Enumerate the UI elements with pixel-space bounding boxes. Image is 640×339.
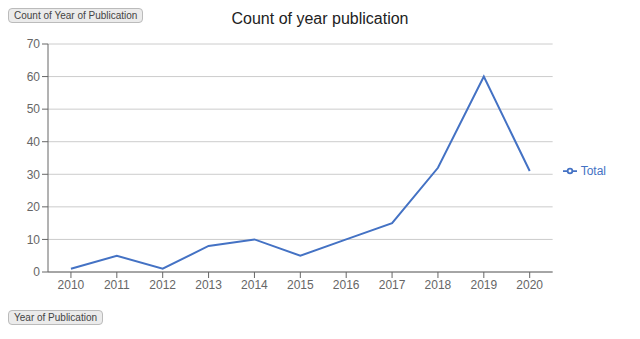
svg-text:0: 0: [33, 265, 40, 279]
svg-text:2016: 2016: [333, 278, 360, 292]
svg-text:2013: 2013: [195, 278, 222, 292]
svg-text:50: 50: [27, 102, 41, 116]
svg-text:70: 70: [27, 37, 41, 51]
svg-text:2018: 2018: [425, 278, 452, 292]
svg-text:40: 40: [27, 135, 41, 149]
svg-text:10: 10: [27, 233, 41, 247]
html-text:Count of Year of Publication: Count of Year of Publication: [14, 10, 138, 21]
svg-text:2019: 2019: [470, 278, 497, 292]
svg-text:60: 60: [27, 70, 41, 84]
html-text:Total: Total: [580, 163, 606, 178]
html-text:Year of Publication: Year of Publication: [14, 312, 97, 323]
svg-text:20: 20: [27, 200, 41, 214]
svg-text:2012: 2012: [149, 278, 176, 292]
svg-text:2010: 2010: [58, 278, 85, 292]
svg-text:2017: 2017: [379, 278, 406, 292]
svg-text:2014: 2014: [241, 278, 268, 292]
svg-text:2011: 2011: [104, 278, 130, 292]
svg-text:2015: 2015: [287, 278, 314, 292]
svg-text:2020: 2020: [516, 278, 543, 292]
svg-text:30: 30: [27, 168, 41, 182]
html-text:Count of year publication: Count of year publication: [231, 10, 409, 27]
